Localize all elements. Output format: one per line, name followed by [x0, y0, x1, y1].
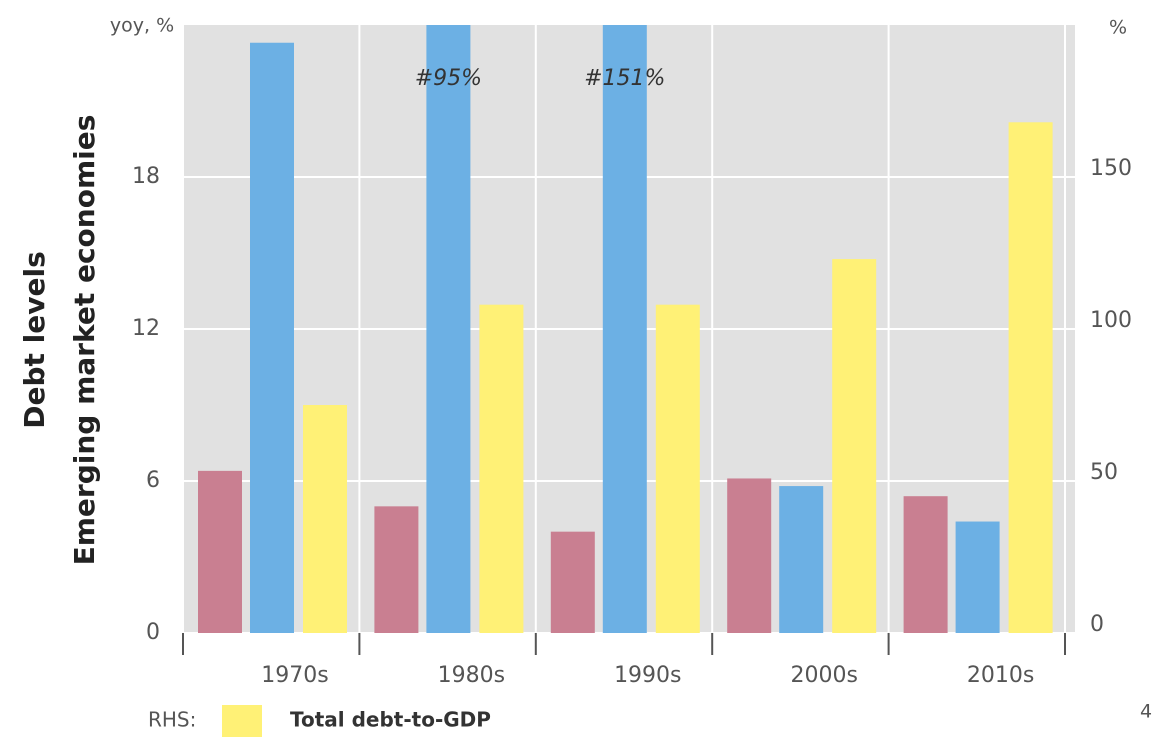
- value-label: #151%: [584, 66, 665, 91]
- bar: [1008, 122, 1053, 633]
- y2-tick-label: 50: [1090, 460, 1118, 485]
- legend-label: Total debt-to-GDP: [290, 708, 491, 732]
- x-tick-label: 1990s: [614, 663, 681, 688]
- y-tick-label: 18: [132, 164, 160, 189]
- y-title: Debt levels: [18, 251, 51, 429]
- y-tick-label: 6: [146, 468, 160, 493]
- x-tick-label: 2000s: [790, 663, 857, 688]
- y-tick-label: 0: [146, 620, 160, 645]
- bar: [832, 259, 877, 633]
- bar: [250, 42, 294, 633]
- y-tick-label: 12: [132, 316, 160, 341]
- bar: [198, 470, 242, 633]
- y2-tick-label: 150: [1090, 156, 1132, 181]
- y2-tick-label: 0: [1090, 612, 1104, 637]
- legend-prefix: RHS:: [148, 708, 196, 732]
- bar: [779, 486, 824, 633]
- legend-swatch: [222, 705, 262, 737]
- y-unit: yoy, %: [110, 15, 174, 37]
- x-tick-label: 1980s: [438, 663, 505, 688]
- bar: [550, 531, 595, 633]
- bar: [479, 304, 524, 633]
- bar: [602, 25, 647, 633]
- bar: [655, 304, 700, 633]
- y2-tick-label: 100: [1090, 308, 1132, 333]
- y-title: Emerging market economies: [68, 115, 101, 566]
- x-tick-label: 2010s: [967, 663, 1034, 688]
- page-number: 4: [1140, 701, 1152, 723]
- bar: [727, 478, 772, 633]
- bar: [303, 405, 347, 633]
- x-tick-label: 1970s: [261, 663, 328, 688]
- bar: [426, 25, 471, 633]
- bar: [903, 496, 948, 633]
- value-label: #95%: [415, 66, 482, 91]
- bar: [955, 521, 1000, 633]
- bar: [374, 506, 419, 633]
- y2-unit: %: [1109, 17, 1127, 39]
